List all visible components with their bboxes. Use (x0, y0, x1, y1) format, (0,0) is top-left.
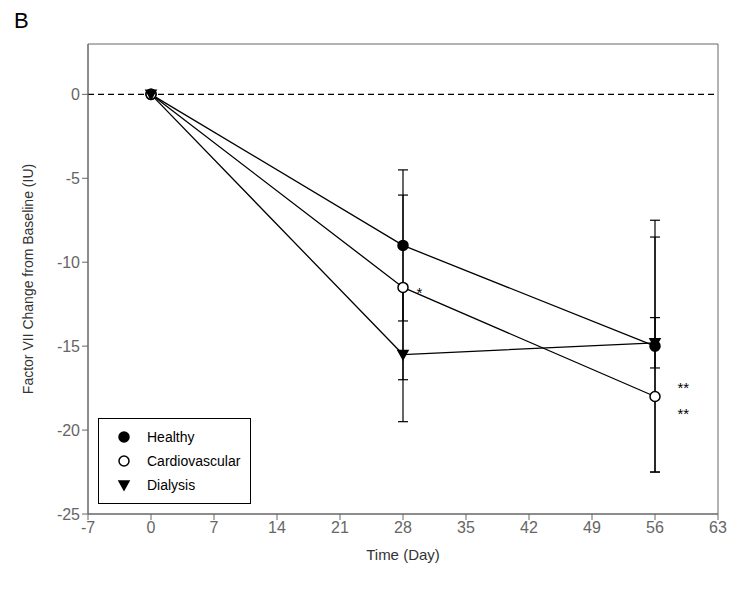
svg-text:56: 56 (646, 519, 664, 536)
svg-text:14: 14 (268, 519, 286, 536)
svg-text:-25: -25 (57, 506, 80, 523)
html-text:B: B (14, 8, 29, 33)
svg-text:-20: -20 (57, 422, 80, 439)
svg-text:-7: -7 (81, 519, 95, 536)
svg-text:Time (Day): Time (Day) (366, 546, 440, 563)
html-text:Healthy: Healthy (147, 429, 195, 445)
svg-text:49: 49 (583, 519, 601, 536)
html-text:Cardiovascular: Cardiovascular (147, 453, 241, 469)
svg-text:0: 0 (147, 519, 156, 536)
svg-text:35: 35 (457, 519, 475, 536)
svg-text:28: 28 (394, 519, 412, 536)
svg-text:Factor VII Change from Baselin: Factor VII Change from Baseline (IU) (20, 164, 36, 394)
svg-text:7: 7 (210, 519, 219, 536)
svg-text:42: 42 (520, 519, 538, 536)
svg-text:**: ** (678, 379, 690, 396)
svg-text:*: * (417, 284, 423, 301)
svg-text:**: ** (678, 405, 690, 422)
svg-text:63: 63 (709, 519, 727, 536)
svg-text:0: 0 (71, 86, 80, 103)
svg-text:-10: -10 (57, 254, 80, 271)
svg-text:21: 21 (331, 519, 349, 536)
html-text:Dialysis: Dialysis (147, 477, 196, 493)
svg-text:-5: -5 (66, 170, 80, 187)
svg-text:-15: -15 (57, 338, 80, 355)
